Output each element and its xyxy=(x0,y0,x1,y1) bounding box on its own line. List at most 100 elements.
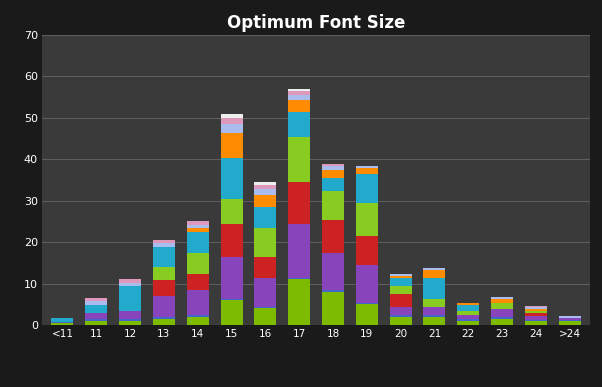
Bar xyxy=(525,307,547,309)
Bar xyxy=(491,319,513,325)
Bar xyxy=(85,319,107,321)
Bar xyxy=(389,295,412,307)
Bar xyxy=(356,203,378,236)
Bar xyxy=(356,265,378,303)
Bar xyxy=(254,228,276,257)
Bar xyxy=(288,279,310,325)
Bar xyxy=(559,321,581,325)
Bar xyxy=(389,315,412,317)
Bar xyxy=(51,322,73,323)
Bar xyxy=(322,220,344,253)
Bar xyxy=(491,309,513,317)
Bar xyxy=(356,166,378,168)
Bar xyxy=(288,112,310,137)
Bar xyxy=(119,286,141,311)
Bar xyxy=(220,257,243,298)
Bar xyxy=(153,240,175,243)
Bar xyxy=(389,286,412,295)
Bar xyxy=(153,319,175,325)
Bar xyxy=(288,89,310,91)
Bar xyxy=(85,313,107,319)
Bar xyxy=(254,257,276,278)
Bar xyxy=(559,320,581,321)
Bar xyxy=(254,207,276,228)
Bar xyxy=(288,95,310,99)
Bar xyxy=(220,300,243,325)
Bar xyxy=(525,315,547,320)
Bar xyxy=(389,276,412,278)
Bar xyxy=(153,243,175,247)
Bar xyxy=(288,91,310,95)
Bar xyxy=(322,253,344,290)
Bar xyxy=(119,311,141,319)
Bar xyxy=(458,319,479,321)
Bar xyxy=(525,306,547,307)
Bar xyxy=(389,278,412,286)
Bar xyxy=(423,268,445,269)
Bar xyxy=(458,311,479,315)
Bar xyxy=(322,178,344,191)
Bar xyxy=(322,290,344,292)
Bar xyxy=(187,315,209,317)
Bar xyxy=(389,307,412,315)
Bar xyxy=(119,283,141,286)
Bar xyxy=(491,297,513,298)
Bar xyxy=(119,279,141,283)
Bar xyxy=(220,133,243,158)
Bar xyxy=(288,224,310,278)
Bar xyxy=(356,168,378,174)
Bar xyxy=(220,158,243,199)
Bar xyxy=(322,166,344,170)
Bar xyxy=(525,313,547,315)
Bar xyxy=(153,280,175,296)
Bar xyxy=(559,318,581,320)
Bar xyxy=(220,124,243,133)
Bar xyxy=(458,315,479,319)
Bar xyxy=(153,267,175,280)
Bar xyxy=(153,247,175,267)
Bar xyxy=(187,221,209,225)
Bar xyxy=(356,236,378,265)
Bar xyxy=(525,321,547,325)
Bar xyxy=(254,185,276,188)
Bar xyxy=(187,232,209,253)
Bar xyxy=(322,164,344,166)
Bar xyxy=(491,303,513,309)
Bar xyxy=(254,278,276,307)
Bar xyxy=(491,317,513,319)
Bar xyxy=(187,225,209,228)
Bar xyxy=(254,195,276,207)
Bar xyxy=(423,278,445,298)
Bar xyxy=(220,224,243,257)
Bar xyxy=(288,99,310,112)
Bar xyxy=(356,304,378,325)
Bar xyxy=(423,269,445,278)
Bar xyxy=(85,298,107,301)
Bar xyxy=(220,199,243,224)
Bar xyxy=(187,228,209,232)
Bar xyxy=(458,303,479,305)
Title: Optimum Font Size: Optimum Font Size xyxy=(227,14,405,32)
Bar xyxy=(525,320,547,321)
Bar xyxy=(119,319,141,321)
Bar xyxy=(458,321,479,325)
Bar xyxy=(85,321,107,325)
Bar xyxy=(85,301,107,305)
Bar xyxy=(220,114,243,118)
Bar xyxy=(288,278,310,279)
Bar xyxy=(187,253,209,274)
Bar xyxy=(322,292,344,325)
Bar xyxy=(220,298,243,300)
Bar xyxy=(423,298,445,307)
Bar xyxy=(153,296,175,317)
Bar xyxy=(51,323,73,325)
Bar xyxy=(559,315,581,318)
Bar xyxy=(220,118,243,124)
Bar xyxy=(458,305,479,311)
Bar xyxy=(254,307,276,308)
Bar xyxy=(491,298,513,303)
Bar xyxy=(254,182,276,185)
Bar xyxy=(423,307,445,315)
Bar xyxy=(288,182,310,224)
Bar xyxy=(187,290,209,315)
